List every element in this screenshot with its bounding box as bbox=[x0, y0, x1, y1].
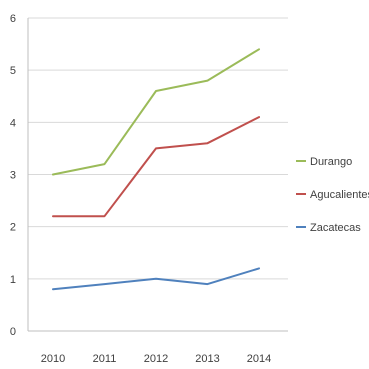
legend-label-durango: Durango bbox=[310, 156, 352, 168]
x-tick-label: 2013 bbox=[195, 353, 219, 365]
legend-label-zacatecas: Zacatecas bbox=[310, 222, 361, 234]
x-tick-label: 2011 bbox=[93, 353, 117, 365]
series-line-zacatecas bbox=[52, 267, 260, 291]
y-tick-label: 0 bbox=[10, 326, 16, 338]
series-line-agucalientesa bbox=[52, 116, 260, 218]
series-line-durango bbox=[52, 48, 260, 176]
y-tick-label: 4 bbox=[10, 117, 16, 129]
y-tick-label: 2 bbox=[10, 222, 16, 234]
y-tick-label: 5 bbox=[10, 65, 16, 77]
legend-label-agucalientesa: Agucalientesa bbox=[310, 189, 369, 201]
x-tick-label: 2014 bbox=[247, 353, 271, 365]
gridlines bbox=[28, 17, 288, 280]
axes: 0 1 2 3 4 5 6 2010 2011 2012 2013 2014 bbox=[10, 13, 288, 365]
y-tick-label: 3 bbox=[10, 170, 16, 182]
series-lines bbox=[52, 48, 260, 291]
legend: Durango Agucalientesa Zacatecas bbox=[296, 156, 369, 234]
y-tick-label: 6 bbox=[10, 13, 16, 25]
x-tick-label: 2012 bbox=[144, 353, 168, 365]
x-tick-label: 2010 bbox=[41, 353, 65, 365]
y-tick-label: 1 bbox=[10, 274, 16, 286]
